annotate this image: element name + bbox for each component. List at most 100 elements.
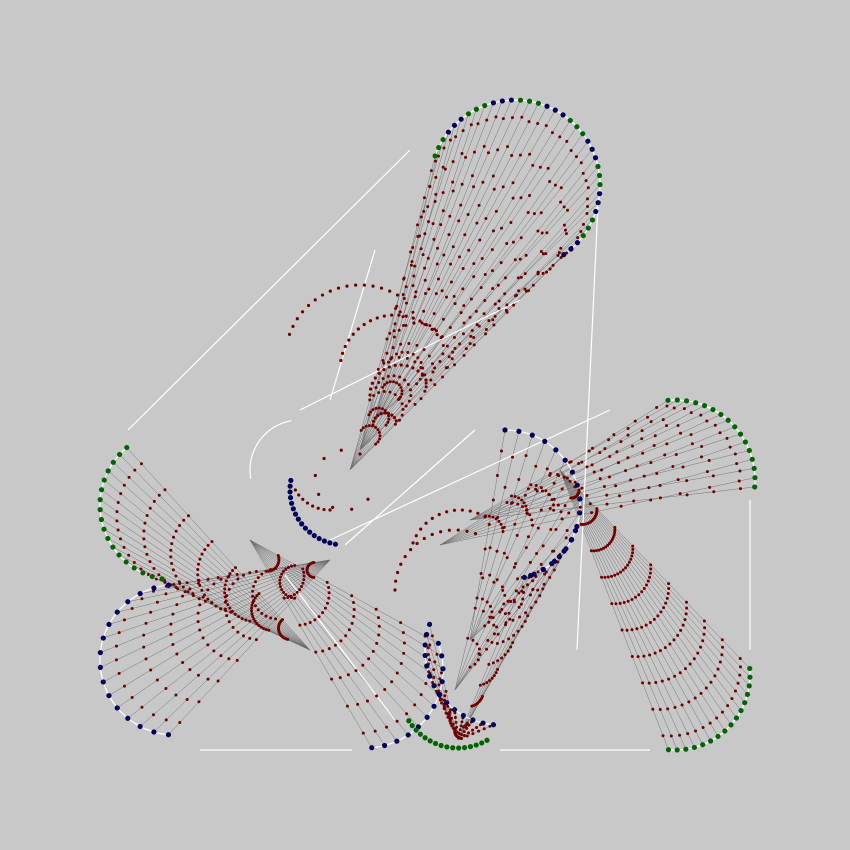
right-bottom-blob-inner-node — [708, 721, 712, 725]
lower-middle-right-inner-node — [529, 606, 533, 610]
right-bottom-blob-inner-node — [738, 657, 742, 661]
bottom-left-blob-boundary-node — [151, 729, 157, 735]
right-bottom-blob-inner-node — [644, 583, 648, 587]
lower-middle-blob-inner-node — [437, 683, 441, 687]
bottom-left-blob-inner-node — [212, 582, 216, 586]
top-capsule-inner-node — [421, 253, 425, 257]
top-capsule-boundary-node — [580, 233, 586, 239]
top-capsule-inner-node — [536, 271, 540, 275]
right-top-blob-inner-node — [705, 419, 709, 423]
left-blob-ray — [100, 499, 311, 651]
middle-right-blob-boundary-node — [542, 438, 548, 444]
top-capsule-inner-node — [401, 407, 405, 411]
top-capsule-inner-node — [472, 336, 476, 340]
right-top-blob-boundary-node — [737, 431, 744, 437]
bottom-left-blob-inner-node — [171, 642, 175, 646]
top-capsule-boundary-node — [458, 116, 464, 122]
left-blob-inner-node — [203, 599, 207, 603]
bottom-center-blob-inner-node — [385, 725, 389, 729]
outline-edge — [576, 204, 599, 651]
focal-green-node — [467, 744, 474, 750]
left-blob-inner-node — [171, 568, 175, 572]
top-capsule-inner-node — [441, 165, 445, 169]
left-blob-boundary-node — [105, 535, 111, 542]
inner-arc-node — [373, 416, 377, 420]
top-capsule-inner-node — [500, 226, 504, 230]
right-bottom-blob-boundary-node — [742, 700, 748, 706]
bottom-left-blob-inner-node — [122, 618, 126, 622]
inner-blue-node — [302, 525, 309, 531]
middle-right-blob-inner-node — [524, 546, 528, 550]
right-top-blob-inner-node — [699, 413, 703, 417]
top-capsule-inner-node — [509, 221, 513, 225]
lower-middle-right-inner-node — [521, 597, 525, 601]
inner-arc-node — [465, 529, 469, 533]
middle-right-blob-inner-node — [475, 596, 479, 600]
left-blob-inner-node — [142, 529, 146, 533]
top-capsule-inner-node — [519, 236, 523, 240]
right-bottom-blob-inner-node — [633, 595, 637, 599]
top-capsule-inner-node — [397, 397, 401, 401]
top-capsule-inner-node — [434, 292, 438, 296]
lower-middle-blob-inner-node — [438, 698, 442, 702]
top-capsule-inner-node — [550, 131, 554, 135]
lower-middle-blob-ray — [426, 634, 459, 741]
bottom-left-blob-boundary-node — [100, 679, 106, 685]
right-bottom-blob-boundary-node — [747, 665, 753, 672]
left-blob-inner-node — [186, 590, 190, 594]
middle-right-blob-inner-node — [515, 533, 519, 537]
left-blob-boundary-node — [116, 451, 123, 458]
top-capsule-inner-node — [400, 350, 404, 354]
bottom-center-blob-inner-node — [365, 699, 369, 703]
right-top-blob-inner-node — [615, 450, 619, 454]
right-bottom-blob-inner-node — [619, 570, 623, 574]
left-blob-inner-node — [255, 594, 259, 598]
inner-arc-node — [345, 284, 349, 288]
bottom-center-blob-inner-node — [325, 580, 329, 584]
middle-right-blob-inner-node — [526, 535, 530, 539]
right-top-blob-inner-node — [671, 464, 675, 468]
right-top-blob-boundary-node — [732, 424, 738, 430]
top-capsule-inner-node — [483, 273, 487, 277]
left-blob-inner-node — [196, 562, 200, 566]
bottom-center-blob-inner-node — [302, 570, 306, 574]
top-capsule-inner-node — [467, 248, 471, 252]
top-capsule-inner-node — [406, 350, 410, 354]
top-capsule-inner-node — [385, 381, 389, 385]
middle-right-blob-ray — [469, 526, 578, 641]
top-capsule-inner-node — [405, 301, 409, 305]
top-capsule-inner-node — [376, 428, 380, 432]
left-blob-boundary-node — [98, 487, 105, 493]
left-blob-inner-node — [228, 572, 232, 576]
middle-right-blob-ray — [454, 512, 580, 691]
right-bottom-blob-boundary-node — [707, 738, 714, 744]
top-capsule-inner-node — [544, 252, 548, 256]
top-capsule-inner-node — [532, 212, 536, 216]
left-blob-inner-node — [250, 606, 254, 610]
middle-right-blob-inner-node — [495, 578, 499, 582]
left-blob-boundary-node — [116, 552, 122, 558]
left-blob-inner-node — [115, 510, 119, 514]
top-capsule-inner-node — [468, 342, 472, 346]
bottom-center-blob-inner-node — [402, 651, 406, 655]
right-bottom-blob-inner-node — [631, 544, 635, 548]
middle-right-blob-ray — [454, 485, 578, 691]
right-bottom-blob-inner-node — [648, 620, 652, 624]
top-capsule-inner-node — [445, 295, 449, 299]
lower-middle-right-inner-node — [488, 679, 492, 683]
bottom-left-blob-inner-node — [164, 718, 168, 722]
top-capsule-inner-node — [361, 426, 365, 430]
top-capsule-inner-node — [410, 260, 414, 264]
right-bottom-blob-inner-node — [602, 546, 606, 550]
left-blob-inner-node — [139, 567, 143, 571]
bottom-left-blob-inner-node — [219, 577, 223, 581]
lower-middle-right-ray — [457, 556, 560, 741]
middle-right-blob-boundary-node — [516, 428, 522, 434]
lower-middle-right-boundary-node — [556, 554, 562, 560]
top-capsule-inner-node — [475, 221, 479, 225]
middle-right-blob-inner-node — [473, 662, 477, 666]
top-capsule-inner-node — [544, 124, 548, 128]
left-blob-boundary-node — [159, 576, 165, 582]
top-capsule-inner-node — [377, 406, 381, 410]
